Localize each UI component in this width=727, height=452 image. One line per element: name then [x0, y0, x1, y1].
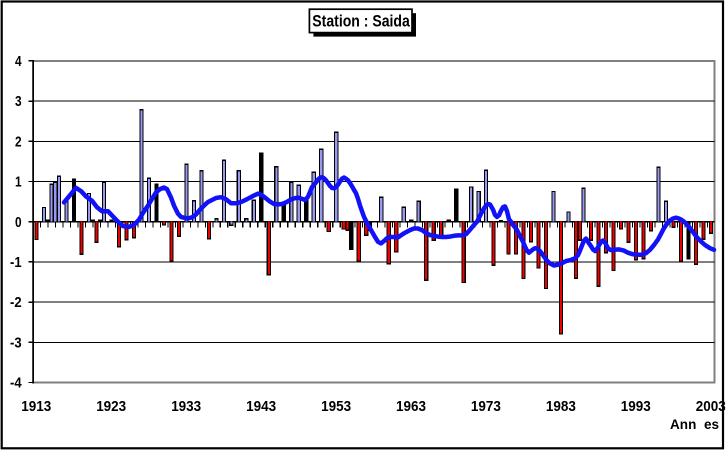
svg-text:2003: 2003	[696, 399, 726, 415]
svg-text:1: 1	[15, 175, 22, 191]
svg-text:Station : Saida: Station : Saida	[312, 11, 410, 30]
svg-text:1963: 1963	[396, 399, 426, 415]
svg-text:1973: 1973	[471, 399, 501, 415]
svg-text:-3: -3	[10, 335, 22, 351]
svg-text:-1: -1	[10, 255, 22, 271]
svg-text:4: 4	[15, 54, 22, 70]
svg-text:-2: -2	[10, 295, 22, 311]
svg-text:1913: 1913	[21, 399, 51, 415]
svg-text:1983: 1983	[546, 399, 576, 415]
svg-text:1993: 1993	[621, 399, 651, 415]
svg-text:0: 0	[15, 215, 22, 231]
svg-text:1953: 1953	[321, 399, 351, 415]
svg-text:1933: 1933	[171, 399, 201, 415]
svg-text:-4: -4	[10, 376, 22, 392]
svg-text:3: 3	[15, 94, 22, 110]
svg-text:1923: 1923	[96, 399, 126, 415]
svg-text:Ann es: Ann es	[670, 417, 719, 432]
svg-text:1943: 1943	[246, 399, 276, 415]
svg-text:2: 2	[15, 134, 22, 150]
